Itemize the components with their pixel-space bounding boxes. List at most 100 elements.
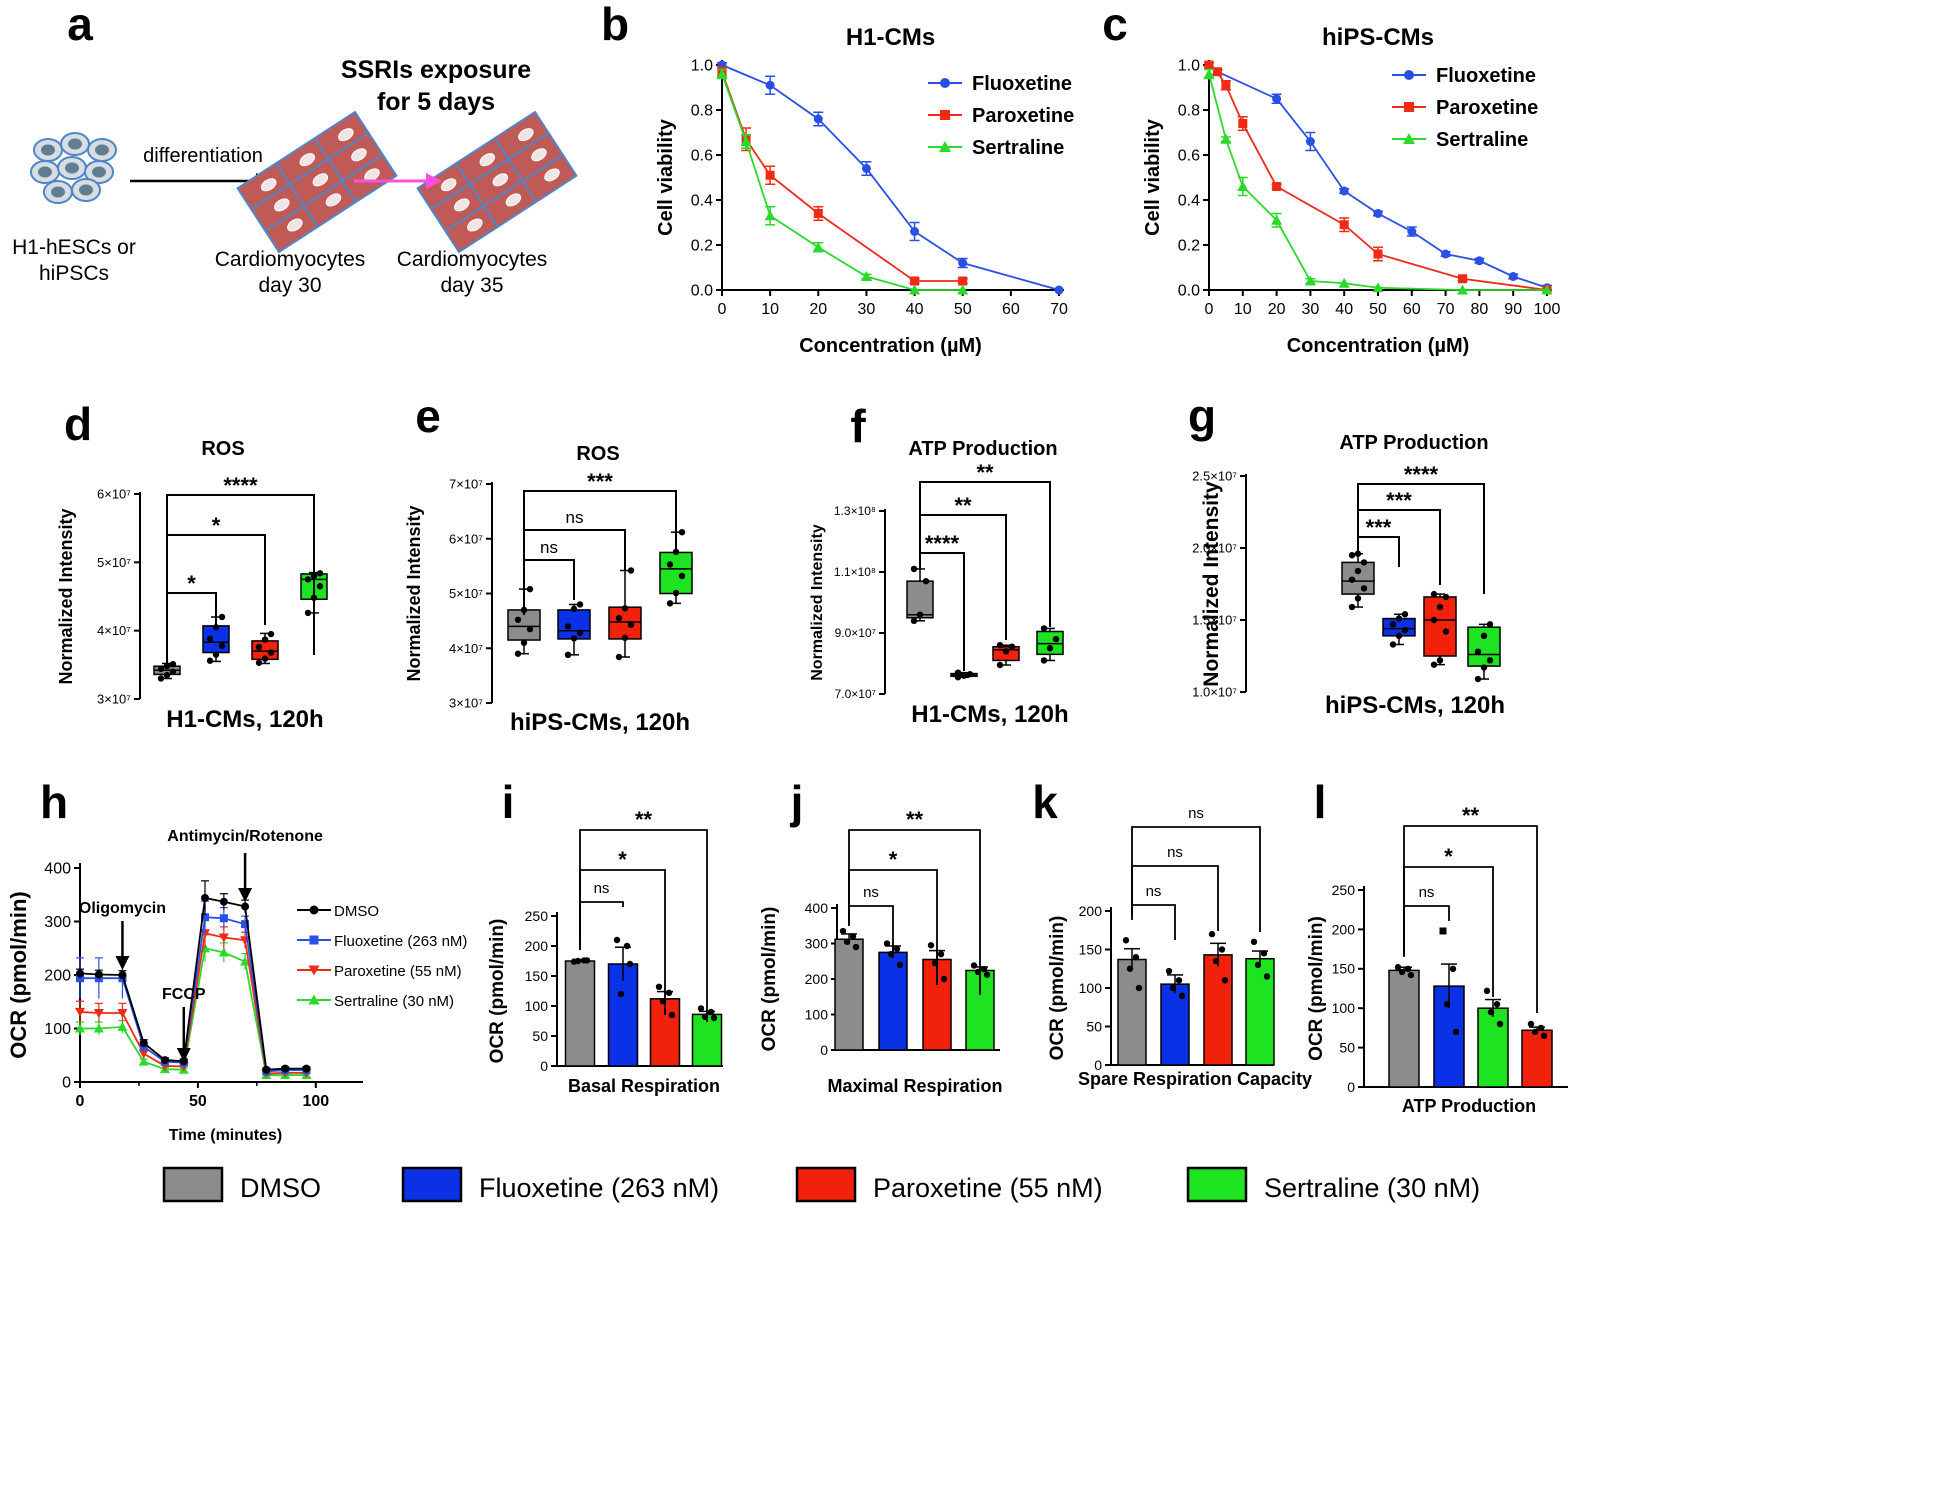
chart-j-significance: ** [906, 807, 924, 832]
chart-g-box [1341, 561, 1375, 595]
chart-h-x-tick-label: 100 [302, 1093, 329, 1110]
chart-h-point [218, 933, 229, 943]
chart-k-y-tick-label: 200 [1079, 903, 1103, 919]
chart-f-significance: ** [954, 493, 972, 518]
chart-f-dot [1046, 645, 1054, 652]
fiber-line [493, 137, 537, 203]
chart-l-dot [1394, 964, 1402, 971]
chart-e-dot [570, 635, 578, 642]
chart-g-dot [1474, 675, 1482, 683]
chart-j-y-tick-label: 200 [805, 971, 829, 987]
chart-j-y-tick-label: 100 [805, 1006, 829, 1022]
chart-g-dot [1436, 603, 1444, 611]
chart-g-dot [1395, 632, 1403, 640]
chart-f-dot [1052, 635, 1060, 643]
chart-d-dot [304, 576, 312, 583]
chart-e-box [557, 609, 591, 640]
chart-g-significance: **** [1404, 462, 1439, 487]
chart-d-xlabel: H1-CMs, 120h [166, 706, 323, 733]
chart-i-dot [710, 1014, 718, 1022]
chart-h-legend-marker [308, 994, 320, 1005]
chart-i-bracket [579, 901, 624, 942]
chart-c-legend-label: Fluoxetine [1436, 65, 1536, 87]
chart-e-dot [615, 653, 623, 661]
chart-f-significance: ** [976, 460, 994, 485]
chart-h-point [76, 974, 84, 983]
chart-e-dot [564, 623, 572, 630]
chart-f-ylabel: Normalized Intensity [809, 524, 826, 681]
cell-cluster [30, 132, 117, 204]
chart-j-dot [980, 965, 988, 973]
chart-b-x-tick-label: 20 [809, 301, 827, 318]
chart-l-dot [1540, 1032, 1548, 1039]
cardiomyocyte-nucleus [364, 168, 380, 182]
stage2-label: day 35 [440, 274, 503, 297]
chart-i-bar [607, 963, 639, 1067]
chart-c-point [1237, 181, 1249, 191]
chart-g-dot [1360, 585, 1368, 592]
chart-f-dot [922, 577, 930, 585]
chart-h-point [117, 1008, 128, 1018]
chart-i-dot [617, 990, 625, 998]
chart-h-annotation-label: FCCP [162, 986, 206, 1003]
fiber-line [430, 132, 550, 211]
chart-l-dot [1487, 1008, 1495, 1016]
chart-c-point [1541, 284, 1553, 295]
chart-h-legend-marker [309, 935, 319, 945]
chart-c-y-tick-label: 0.8 [1178, 103, 1200, 120]
cardiomyocyte-nucleus [544, 168, 560, 182]
chart-d-y-tick-label: 3×10⁷ [97, 692, 131, 707]
chart-c-point [1373, 249, 1383, 259]
chart-d-dot [212, 651, 220, 658]
chart-c-point [1238, 119, 1248, 128]
chart-b-title: H1-CMs [846, 24, 935, 51]
cardiomyocyte-nucleus [299, 153, 316, 167]
chart-h-y-tick-label: 200 [44, 968, 71, 985]
chart-c-ylabel: Cell viability [1142, 118, 1164, 236]
chart-c-y-tick-label: 0.4 [1178, 193, 1200, 210]
chart-d-y-tick-label: 6×10⁷ [97, 487, 131, 502]
chart-g-dot [1442, 628, 1450, 635]
chart-j-dot [896, 961, 904, 968]
chart-k-bar [1245, 957, 1275, 1066]
chart-l-dot [1493, 1001, 1501, 1008]
chart-h-annotation-arrowhead [176, 1048, 191, 1062]
chart-b-y-tick-label: 0.0 [691, 283, 713, 300]
chart-b-point [1054, 285, 1064, 295]
chart-b-point [716, 68, 728, 79]
chart-g-dot [1389, 641, 1397, 648]
legend-label: Sertraline (30 nM) [1264, 1173, 1480, 1203]
chart-f-dot [1002, 648, 1010, 655]
chart-e-dot [678, 528, 686, 536]
chart-e-y-tick-label: 5×10⁷ [449, 586, 483, 601]
chart-k-significance: ns [1188, 805, 1204, 822]
panel-label-f: f [850, 400, 866, 452]
chart-k-dot [1212, 957, 1220, 965]
chart-b-x-tick-label: 10 [761, 301, 779, 318]
chart-l-y-tick-label: 150 [1332, 961, 1356, 977]
chart-l-dot [1527, 1020, 1535, 1028]
chart-h-point [241, 902, 250, 911]
fiber-line [250, 132, 370, 211]
chart-d-dot [267, 649, 275, 656]
chart-h-point [281, 1064, 290, 1073]
chart-d-dot [163, 663, 171, 670]
chart-k-dot [1122, 937, 1130, 944]
cardiomyocyte-nucleus [287, 218, 303, 232]
chart-e-dot [678, 572, 686, 580]
chart-d-dot [169, 668, 177, 675]
stem-cell-nucleus [51, 186, 65, 198]
stage1-label: Cardiomyocytes [215, 248, 366, 271]
chart-c-x-tick-label: 10 [1234, 301, 1252, 318]
chart-k-bracket [1131, 904, 1176, 940]
chart-h-point [200, 913, 209, 922]
chart-f-bracket [919, 481, 1051, 627]
chart-i-dot [665, 989, 673, 996]
chart-l-ylabel: OCR (pmol/min) [1306, 916, 1327, 1061]
chart-k-significance: ns [1146, 883, 1162, 900]
chart-g-dot [1354, 550, 1362, 557]
chart-g-dot [1395, 615, 1403, 622]
chart-j-bracket [848, 829, 981, 995]
chart-h-point [118, 971, 127, 979]
chart-d-y-tick-label: 4×10⁷ [97, 623, 131, 638]
